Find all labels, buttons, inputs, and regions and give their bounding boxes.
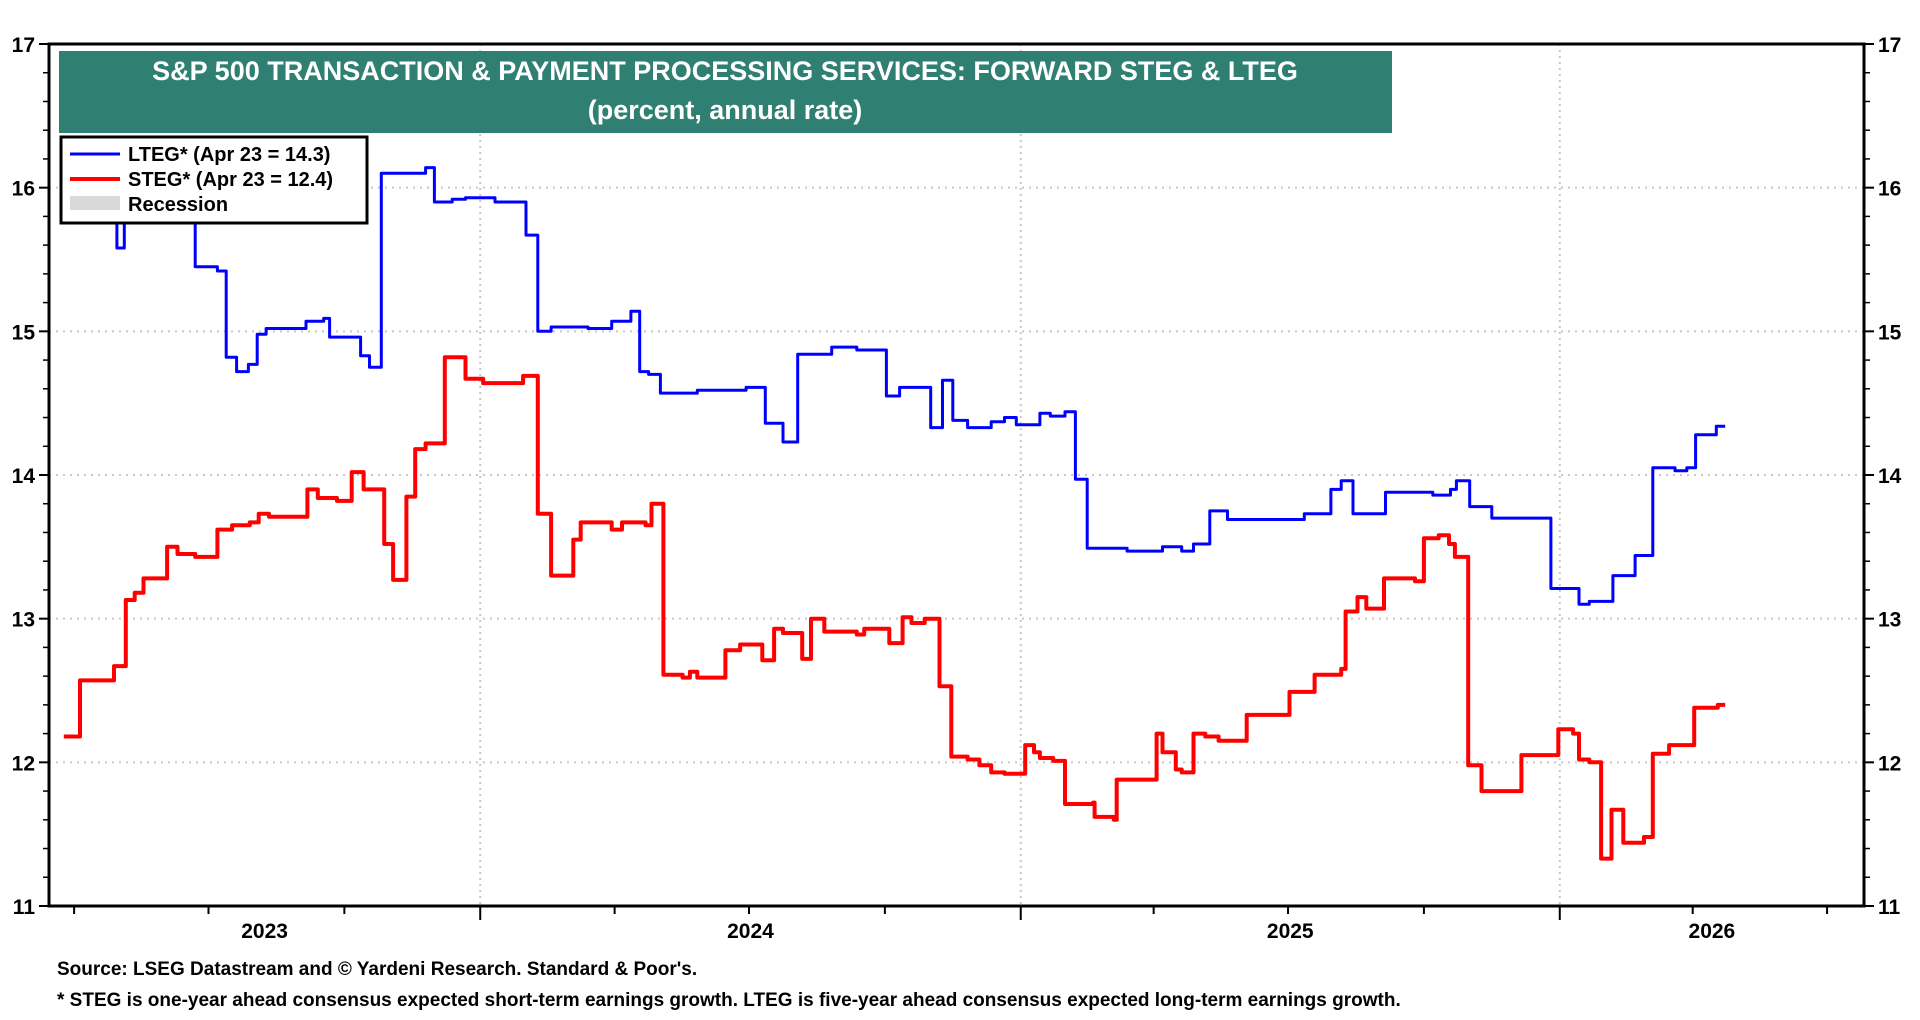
y-tick-label-left: 13 (12, 609, 35, 632)
y-tick-label-right: 12 (1878, 752, 1901, 775)
series-line-steg (63, 355, 1726, 861)
legend-swatch-recession (70, 196, 120, 210)
y-tick-label-right: 14 (1878, 465, 1902, 488)
y-tick-label-left: 12 (12, 752, 35, 775)
y-tick-label-right: 16 (1878, 178, 1901, 201)
legend-label-steg: STEG* (Apr 23 = 12.4) (128, 169, 333, 191)
y-tick-label-left: 15 (12, 321, 36, 344)
y-tick-label-right: 15 (1878, 321, 1902, 344)
series-lines (63, 166, 1726, 861)
y-tick-label-left: 17 (12, 34, 35, 57)
legend: LTEG* (Apr 23 = 14.3) STEG* (Apr 23 = 12… (59, 135, 369, 225)
y-tick-label-right: 11 (1878, 896, 1901, 919)
legend-label-recession: Recession (128, 194, 228, 216)
axes: 11 11 12 12 13 13 14 14 15 15 16 16 17 17 2023 2024 2025… (12, 34, 1902, 943)
x-tick-label: 2024 (727, 920, 774, 943)
footer-source: Source: LSEG Datastream and © Yardeni Re… (57, 959, 697, 980)
title-background (59, 51, 1392, 133)
series-line-lteg (63, 166, 1726, 606)
x-tick-label: 2026 (1689, 920, 1736, 943)
y-tick-label-right: 17 (1878, 34, 1901, 57)
title-box: S&P 500 TRANSACTION & PAYMENT PROCESSING… (59, 51, 1392, 133)
plot-frame (47, 42, 1866, 908)
chart-subtitle: (percent, annual rate) (588, 95, 863, 125)
legend-label-lteg: LTEG* (Apr 23 = 14.3) (128, 144, 330, 166)
y-tick-label-left: 11 (13, 896, 36, 919)
footer-note: * STEG is one-year ahead consensus expec… (57, 990, 1401, 1011)
chart-title: S&P 500 TRANSACTION & PAYMENT PROCESSING… (152, 56, 1298, 86)
y-tick-label-right: 13 (1878, 609, 1901, 632)
x-tick-label: 2025 (1267, 920, 1314, 943)
y-tick-label-left: 14 (12, 465, 36, 488)
y-tick-label-left: 16 (12, 178, 35, 201)
x-tick-label: 2023 (241, 920, 288, 943)
